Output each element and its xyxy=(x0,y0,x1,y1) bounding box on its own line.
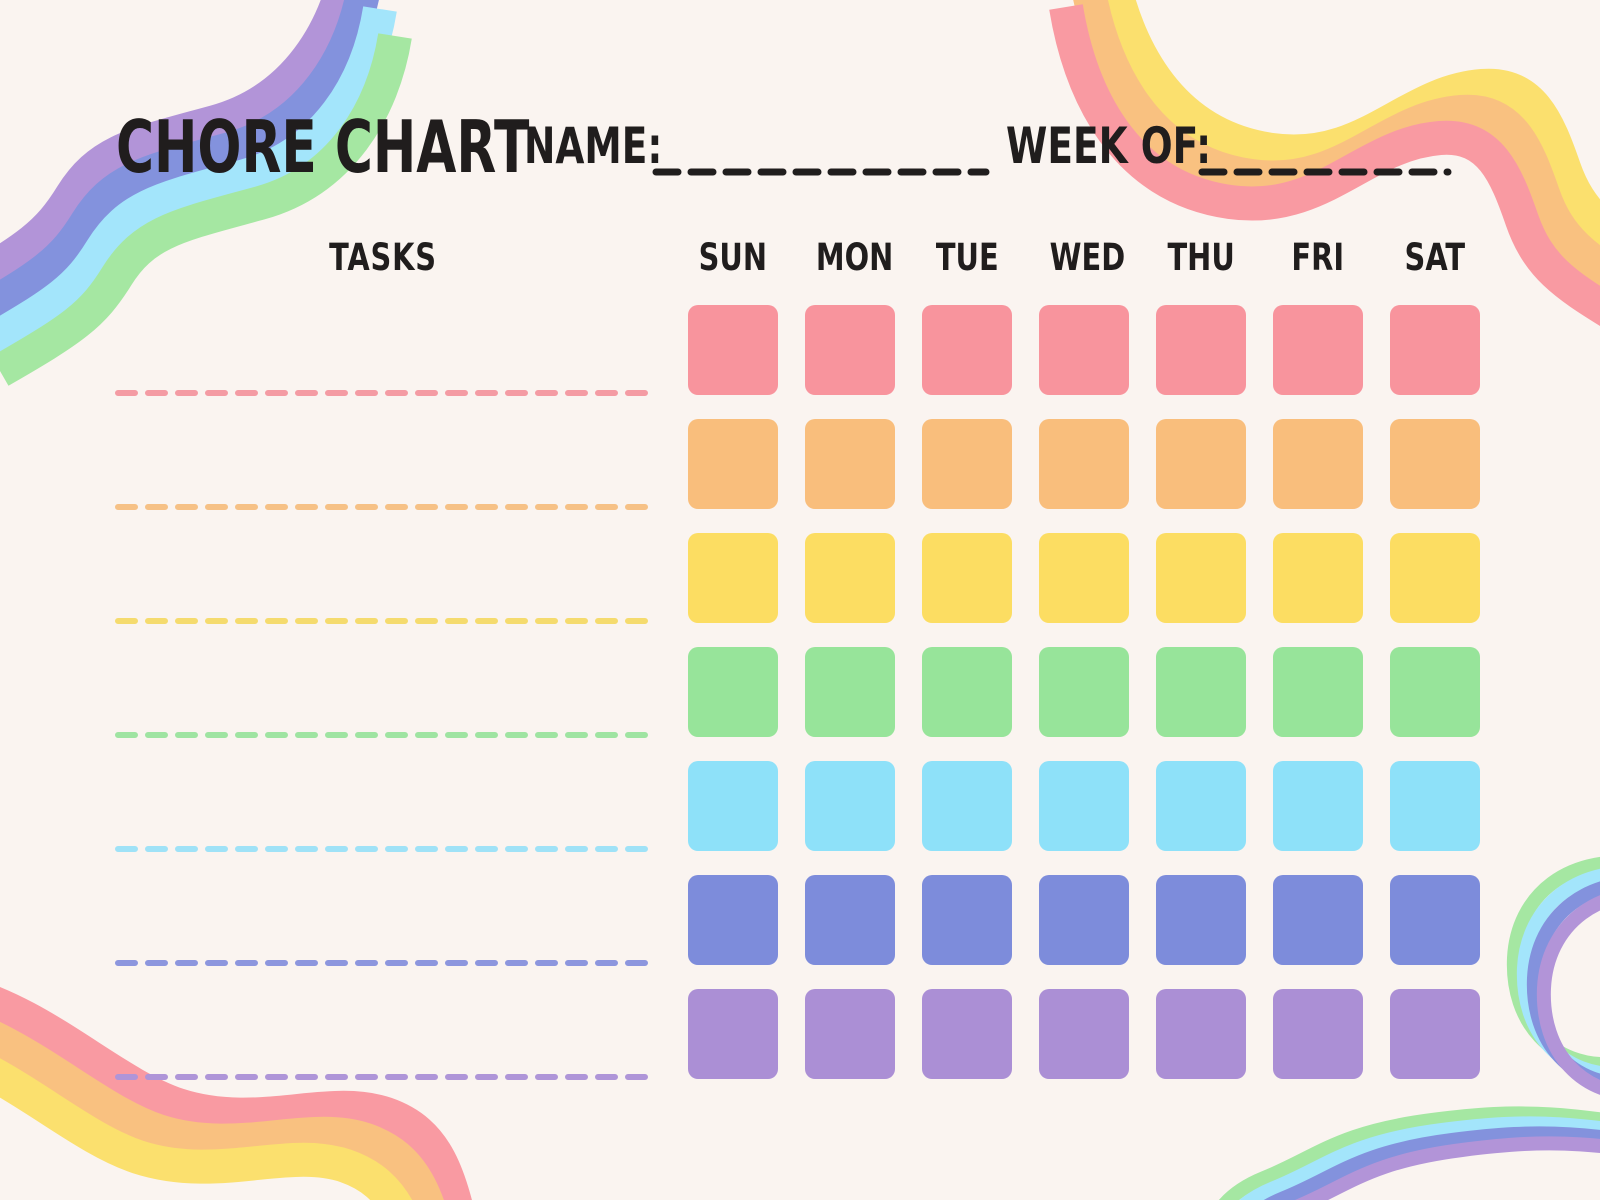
task-write-line-3[interactable] xyxy=(118,577,648,623)
ribbon-bottom-left xyxy=(0,987,472,1200)
ribbon-band-yellow xyxy=(0,1058,413,1200)
week-of-write-line[interactable] xyxy=(1202,138,1448,182)
ribbon-band-orange xyxy=(0,1021,444,1200)
ribbon-band-purple xyxy=(1294,895,1600,1200)
ribbon-band-yellow xyxy=(1100,0,1600,246)
task-write-line-7[interactable] xyxy=(118,1033,648,1079)
ribbon-bottom-right xyxy=(1218,857,1600,1200)
ribbon-band-periwinkle xyxy=(0,0,379,320)
ribbon-band-pink xyxy=(1049,4,1600,326)
ribbon-top-right xyxy=(1049,0,1600,326)
ribbon-band-orange xyxy=(1073,0,1600,287)
ribbon-top-left xyxy=(0,0,412,386)
task-write-line-6[interactable] xyxy=(118,919,648,965)
ribbon-band-green xyxy=(0,33,412,386)
ribbon-band-cyan xyxy=(0,6,397,355)
task-write-line-1[interactable] xyxy=(118,349,648,395)
task-write-line-2[interactable] xyxy=(118,463,648,509)
name-write-line[interactable] xyxy=(656,138,986,182)
task-write-line-4[interactable] xyxy=(118,691,648,737)
ribbon-band-pink xyxy=(0,987,472,1200)
task-write-line-5[interactable] xyxy=(118,805,648,851)
ribbon-band-purple xyxy=(0,0,357,284)
